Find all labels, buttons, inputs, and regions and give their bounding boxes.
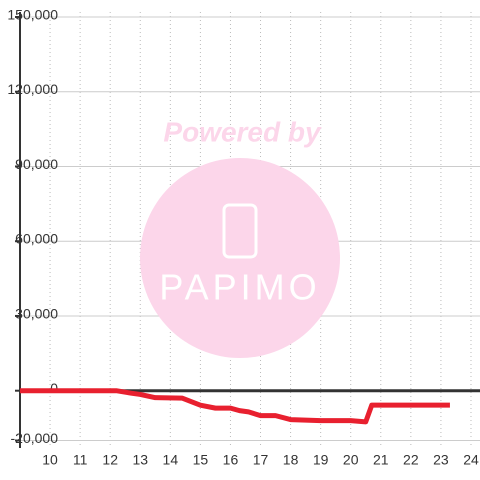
watermark-icon xyxy=(222,203,258,259)
data-line xyxy=(20,388,450,425)
y-tick-label: 60,000 xyxy=(15,231,58,247)
x-tick-label: 15 xyxy=(193,452,209,468)
x-tick-label: 23 xyxy=(433,452,449,468)
x-tick-label: 24 xyxy=(463,452,479,468)
y-tick-label: 150,000 xyxy=(7,6,58,22)
y-tick-label: 120,000 xyxy=(7,81,58,97)
y-tick-label: -20,000 xyxy=(11,430,59,446)
x-tick-label: 18 xyxy=(283,452,299,468)
x-tick-label: 17 xyxy=(253,452,269,468)
watermark-text: Powered by xyxy=(163,116,322,147)
x-tick-label: 11 xyxy=(73,452,88,468)
x-tick-label: 16 xyxy=(223,452,239,468)
watermark-logo: PAPIMO xyxy=(159,267,320,308)
x-tick-label: 20 xyxy=(343,452,359,468)
x-tick-label: 12 xyxy=(102,452,118,468)
watermark: Powered by PAPIMO xyxy=(140,116,340,358)
x-tick-label: 10 xyxy=(42,452,58,468)
x-tick-label: 14 xyxy=(163,452,179,468)
x-tick-label: 22 xyxy=(403,452,419,468)
y-tick-label: 30,000 xyxy=(15,305,58,321)
y-tick-label: 90,000 xyxy=(15,156,58,172)
x-tick-label: 19 xyxy=(313,452,329,468)
x-tick-label: 21 xyxy=(373,452,389,468)
y-tick-label: 0 xyxy=(50,380,58,396)
x-tick-label: 13 xyxy=(132,452,148,468)
